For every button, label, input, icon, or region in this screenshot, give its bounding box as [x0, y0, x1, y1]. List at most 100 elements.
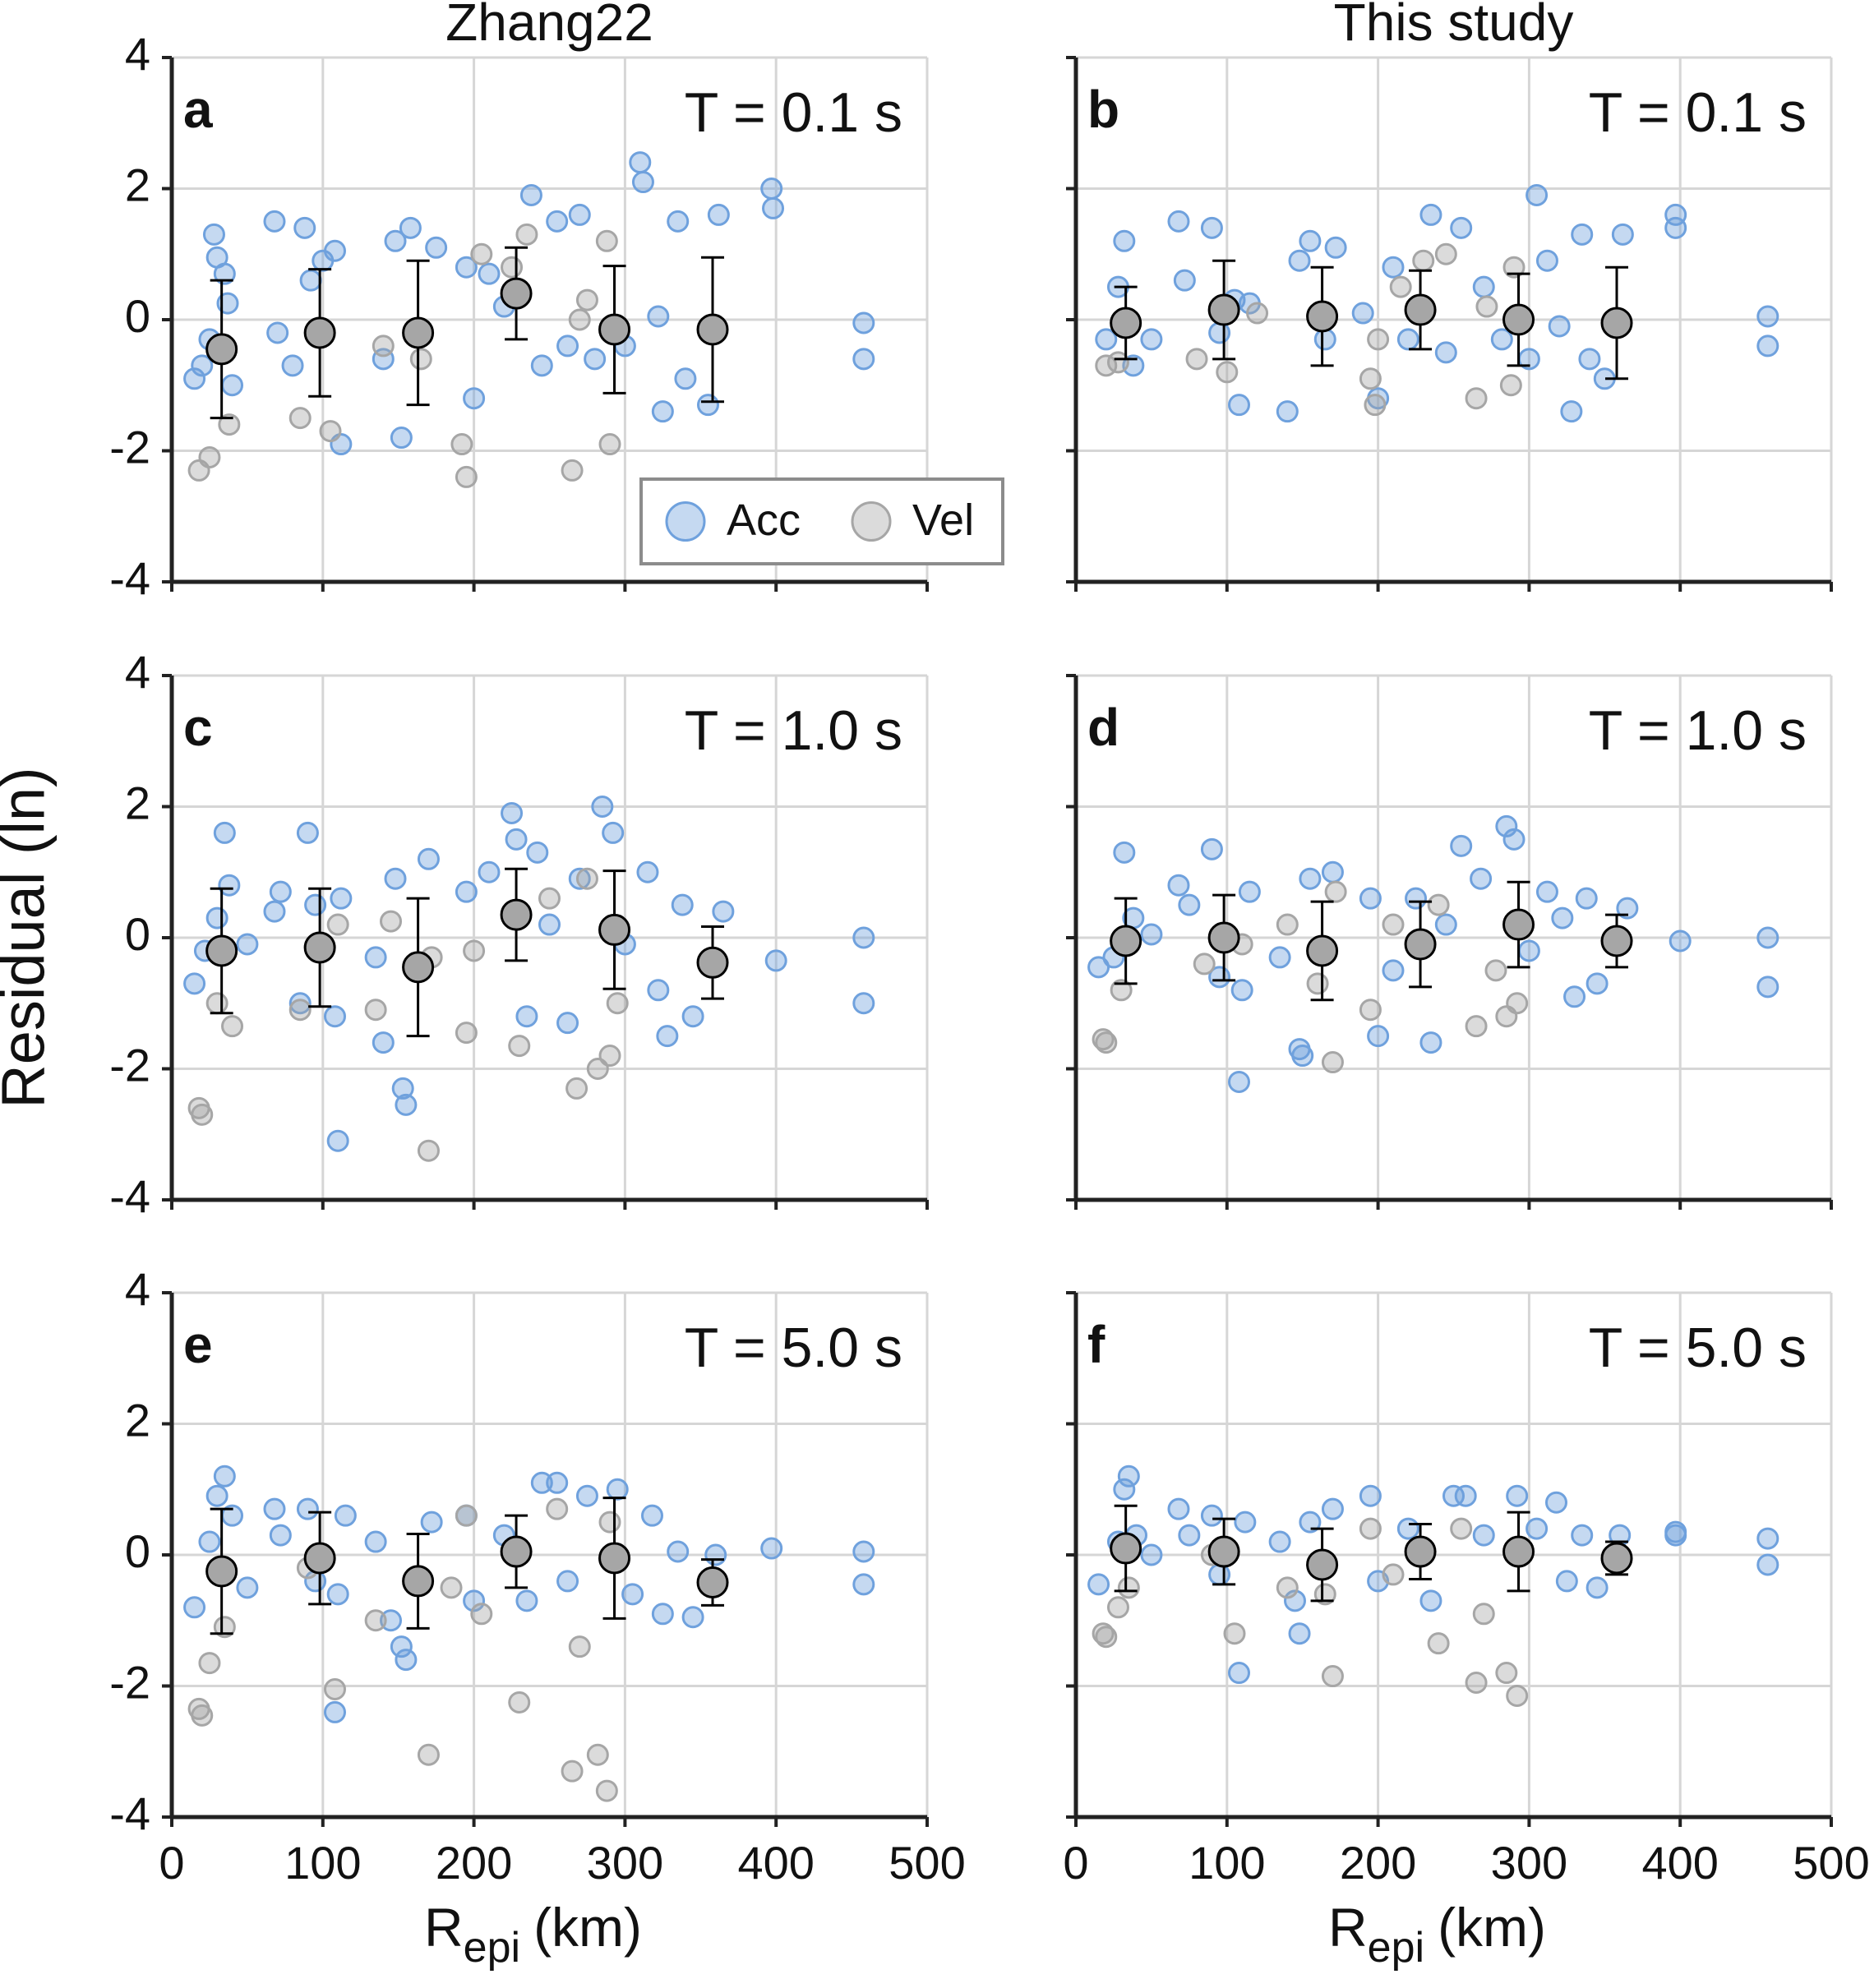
data-point: [1756, 926, 1779, 949]
data-point: [455, 256, 478, 279]
data-point: [515, 223, 538, 246]
data-point: [1506, 1684, 1529, 1707]
data-point: [1506, 992, 1529, 1015]
data-point: [1664, 216, 1687, 239]
data-point: [595, 1779, 618, 1802]
data-point: [696, 394, 719, 417]
data-point: [1756, 976, 1779, 999]
data-point: [263, 210, 286, 233]
data-point: [425, 236, 448, 259]
data-point: [1117, 1464, 1140, 1488]
x-tick-label: 400: [1641, 1837, 1718, 1889]
data-point: [221, 374, 244, 397]
data-point: [674, 367, 697, 390]
x-label-main: R: [424, 1897, 464, 1958]
data-point: [1324, 880, 1347, 903]
data-point: [1367, 1025, 1390, 1048]
data-point: [1526, 183, 1549, 206]
mean-marker: [500, 898, 533, 931]
y-tick-label: -2: [109, 1039, 150, 1091]
x-tick-label: 300: [587, 1837, 663, 1889]
x-tick-label: 200: [1340, 1837, 1416, 1889]
data-point: [598, 433, 621, 456]
data-point: [1544, 1491, 1567, 1514]
data-point: [1389, 275, 1412, 298]
data-point: [1475, 295, 1498, 318]
data-point: [478, 262, 501, 285]
mean-marker: [205, 934, 238, 967]
data-point: [606, 1478, 629, 1501]
data-point: [288, 407, 312, 430]
data-point: [1321, 1665, 1344, 1688]
data-point: [586, 1743, 609, 1766]
data-point: [463, 1589, 486, 1612]
data-point: [667, 210, 690, 233]
data-point: [293, 216, 316, 239]
x-tick-label: 0: [159, 1837, 184, 1889]
data-point: [584, 348, 607, 371]
mean-marker: [1110, 925, 1142, 957]
data-point: [1465, 1015, 1488, 1038]
y-axis-label: Residual (ln): [0, 767, 58, 1108]
x-axis-label: Repi (km): [424, 1897, 642, 1971]
data-point: [1560, 400, 1583, 423]
mean-marker: [205, 333, 238, 366]
data-point: [221, 1015, 244, 1038]
data-point: [508, 1690, 531, 1714]
data-point: [1382, 1563, 1405, 1586]
data-point: [455, 1022, 478, 1045]
data-point: [1517, 939, 1540, 962]
data-point: [455, 1504, 478, 1527]
y-tick-label: -4: [109, 1787, 150, 1839]
column-title: This study: [1334, 0, 1574, 52]
data-point: [1359, 1517, 1382, 1540]
data-point: [1616, 897, 1639, 920]
data-point: [1288, 249, 1311, 272]
data-point: [288, 999, 312, 1022]
y-tick-label: 4: [125, 1263, 150, 1315]
data-point: [1396, 1517, 1419, 1540]
data-point: [380, 910, 403, 933]
data-point: [565, 1077, 589, 1100]
data-point: [1167, 1497, 1190, 1520]
data-point: [1095, 328, 1118, 351]
data-point: [681, 1606, 704, 1629]
data-point: [681, 1005, 704, 1028]
y-tick-label: 0: [125, 908, 150, 960]
data-point: [546, 1471, 569, 1494]
legend-label: Vel: [912, 496, 974, 545]
data-point: [395, 1649, 418, 1672]
data-point: [372, 334, 395, 357]
annotation: T = 1.0 s: [685, 699, 902, 762]
data-point: [1669, 929, 1692, 952]
data-point: [1434, 242, 1457, 265]
data-point: [1167, 210, 1190, 233]
annotation: T = 5.0 s: [1589, 1317, 1807, 1379]
data-point: [1359, 887, 1382, 910]
data-point: [647, 979, 670, 1002]
data-point: [417, 1139, 440, 1162]
y-tick-label: 2: [125, 777, 150, 828]
data-point: [1472, 1603, 1495, 1626]
data-point: [556, 1012, 579, 1035]
data-point: [1434, 913, 1457, 936]
data-point: [1359, 367, 1382, 390]
y-tick-label: -4: [109, 552, 150, 604]
data-point: [1306, 972, 1329, 995]
data-point: [1110, 979, 1133, 1002]
x-label-main: R: [1328, 1897, 1368, 1958]
data-point: [380, 1609, 403, 1632]
data-point: [1351, 302, 1374, 325]
data-point: [1238, 880, 1261, 903]
data-point: [1092, 1622, 1115, 1645]
data-point: [1535, 880, 1558, 903]
panel: -4 -2 0 2 4 Zhang22 a T = 0.1 s Acc Vel: [109, 0, 1004, 604]
data-point: [266, 321, 289, 344]
data-point: [1276, 913, 1299, 936]
data-point: [1276, 1576, 1299, 1599]
data-point: [505, 828, 528, 851]
mean-marker: [598, 1542, 631, 1575]
data-point: [417, 847, 440, 870]
mean-marker: [303, 316, 336, 349]
